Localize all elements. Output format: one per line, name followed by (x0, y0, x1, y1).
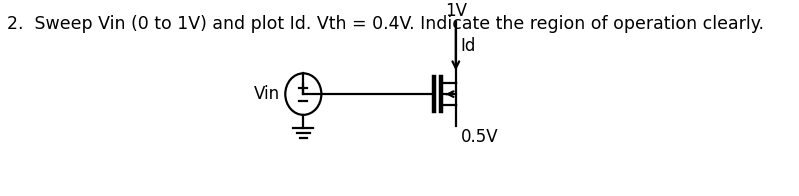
Text: 2.  Sweep Vin (0 to 1V) and plot Id. Vth = 0.4V. Indicate the region of operatio: 2. Sweep Vin (0 to 1V) and plot Id. Vth … (6, 15, 764, 33)
Text: 0.5V: 0.5V (461, 128, 499, 146)
Text: Id: Id (461, 37, 476, 55)
Text: Vin: Vin (254, 85, 280, 103)
Text: 1V: 1V (445, 2, 467, 20)
